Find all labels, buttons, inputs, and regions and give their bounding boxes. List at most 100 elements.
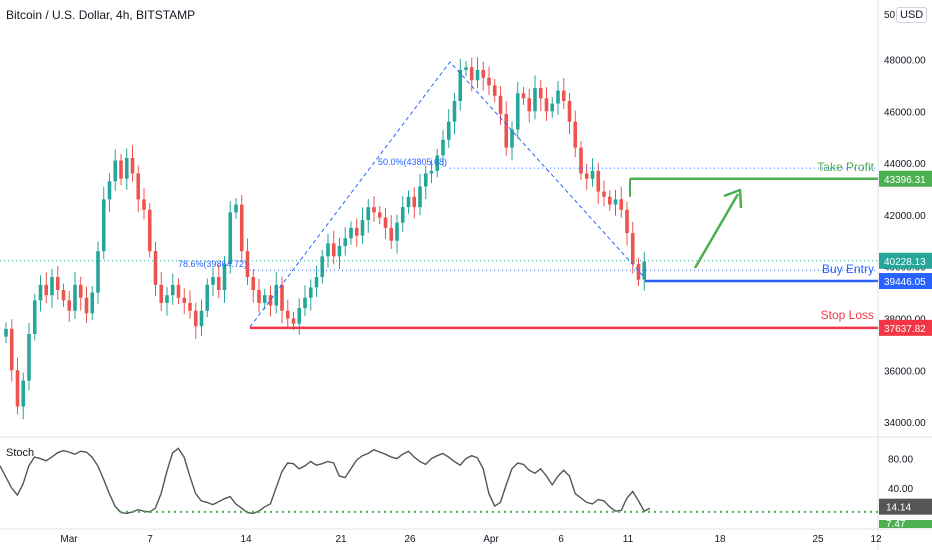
candle-body bbox=[67, 300, 72, 311]
stoch-value-tag: 14.14 bbox=[886, 503, 911, 514]
candle-body bbox=[533, 88, 537, 112]
time-tick-label: 6 bbox=[558, 534, 564, 545]
candle-body bbox=[331, 243, 336, 257]
candle-body bbox=[90, 292, 95, 314]
time-tick-label: 25 bbox=[812, 534, 824, 545]
candle-body bbox=[337, 245, 342, 257]
candle-body bbox=[590, 170, 595, 179]
stoch-value-tag-bg bbox=[879, 498, 932, 515]
candle-body bbox=[320, 256, 325, 278]
candle-body bbox=[343, 238, 348, 246]
candle-body bbox=[101, 199, 106, 252]
candle-body bbox=[216, 277, 221, 290]
candle-body bbox=[527, 98, 532, 112]
candle-body bbox=[61, 290, 66, 301]
candle-body bbox=[32, 300, 37, 335]
stoch-line bbox=[0, 447, 651, 515]
stoch-label: Stoch bbox=[6, 447, 35, 459]
candles bbox=[4, 57, 647, 420]
fib-50-label: 50.0%(43805.68) bbox=[378, 157, 447, 167]
buy-entry-price-tag: 39446.05 bbox=[884, 277, 926, 288]
candle-body bbox=[619, 199, 624, 210]
candle-body bbox=[504, 113, 509, 148]
target-arrow-shaft bbox=[693, 193, 740, 269]
candle-body bbox=[303, 297, 307, 309]
target-arrow-head bbox=[723, 188, 743, 209]
candle-body bbox=[423, 173, 428, 187]
candle-body bbox=[280, 284, 284, 311]
candle-body bbox=[326, 243, 330, 257]
candle-body bbox=[188, 302, 192, 311]
stop-loss-price-tag-bg bbox=[879, 319, 932, 336]
candle-body bbox=[584, 173, 589, 179]
candle-body bbox=[596, 170, 601, 192]
candle-body bbox=[446, 121, 451, 140]
candle-body bbox=[78, 284, 83, 298]
candle-body bbox=[285, 310, 290, 319]
candle-body bbox=[550, 103, 555, 112]
candle-body bbox=[475, 69, 480, 81]
candle-body bbox=[84, 297, 89, 314]
candle-body bbox=[262, 295, 267, 303]
candle-body bbox=[107, 181, 112, 200]
time-tick-label: Mar bbox=[60, 534, 78, 545]
stoch-tick-label: 80.00 bbox=[888, 455, 913, 466]
currency-selector[interactable]: USD bbox=[896, 7, 928, 23]
candle-body bbox=[142, 199, 146, 210]
candle-body bbox=[625, 209, 629, 234]
candle-body bbox=[544, 98, 549, 112]
candle-body bbox=[464, 67, 468, 70]
buy-entry-price-tag-bg bbox=[879, 273, 932, 290]
candle-body bbox=[274, 284, 279, 306]
candle-body bbox=[9, 328, 14, 371]
candle-body bbox=[395, 222, 399, 241]
time-tick-label: Apr bbox=[483, 534, 499, 545]
price-tick-label-top: 50 bbox=[884, 10, 896, 21]
candle-body bbox=[510, 129, 514, 148]
candle-body bbox=[245, 251, 250, 278]
candle-body bbox=[354, 227, 359, 236]
candle-body bbox=[21, 380, 26, 407]
candle-body bbox=[556, 90, 560, 104]
candle-body bbox=[239, 204, 244, 252]
candle-body bbox=[159, 284, 164, 303]
candle-body bbox=[383, 217, 388, 228]
time-tick-label: 21 bbox=[335, 534, 347, 545]
time-tick-label: 18 bbox=[714, 534, 726, 545]
candle-body bbox=[613, 199, 618, 205]
candle-body bbox=[406, 196, 411, 208]
time-tick-label: 26 bbox=[404, 534, 416, 545]
take-profit-label: Take Profit bbox=[817, 160, 874, 174]
candle-body bbox=[119, 160, 123, 179]
candle-body bbox=[458, 69, 463, 101]
candle-body bbox=[205, 284, 210, 311]
candle-body bbox=[211, 277, 215, 285]
candle-body bbox=[228, 212, 233, 265]
candle-body bbox=[630, 233, 635, 265]
chart-title: Bitcoin / U.S. Dollar, 4h, BITSTAMP bbox=[6, 8, 196, 22]
candle-body bbox=[165, 295, 169, 303]
candle-body bbox=[153, 251, 158, 285]
candle-body bbox=[349, 227, 353, 239]
price-tick-label: 44000.00 bbox=[884, 159, 926, 170]
stoch-tick-label: 40.00 bbox=[888, 484, 913, 495]
price-tick-label: 46000.00 bbox=[884, 107, 926, 118]
candle-body bbox=[487, 77, 491, 86]
candle-body bbox=[412, 196, 417, 208]
candle-body bbox=[113, 160, 118, 182]
buy-entry-label: Buy Entry bbox=[822, 262, 874, 276]
current-price-tag: 40228.13 bbox=[884, 257, 926, 268]
candle-body bbox=[389, 227, 394, 241]
time-tick-label: 12 bbox=[870, 534, 882, 545]
candle-body bbox=[538, 88, 543, 99]
candle-body bbox=[469, 67, 474, 81]
candle-body bbox=[481, 69, 486, 78]
candle-body bbox=[360, 220, 365, 236]
candle-body bbox=[222, 264, 227, 290]
candle-body bbox=[291, 318, 296, 324]
candle-body bbox=[96, 251, 100, 293]
candle-body bbox=[130, 157, 135, 174]
candle-body bbox=[452, 100, 457, 122]
candle-body bbox=[44, 284, 49, 296]
